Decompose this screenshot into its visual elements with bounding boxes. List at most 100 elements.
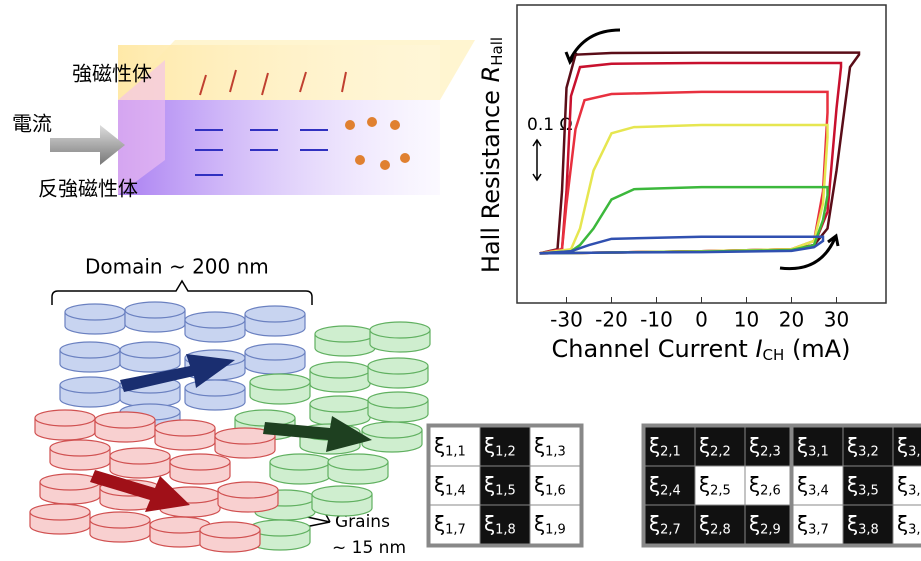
cell-subscript: 3,9 <box>908 522 921 537</box>
cell-symbol: ξ <box>484 433 495 457</box>
grain-top <box>315 326 375 342</box>
x-tick-label: 20 <box>779 308 804 332</box>
grain-top <box>250 374 310 390</box>
grain-top <box>310 362 370 378</box>
grain-top <box>370 322 430 338</box>
cell-subscript: 3,4 <box>808 483 829 498</box>
grain-top <box>155 420 215 436</box>
figure: 強磁性体 電流 反強磁性体 Domain ~ 200 nm Grains ~ 1… <box>0 0 921 561</box>
grain-top <box>310 396 370 412</box>
grain-top <box>245 306 305 322</box>
cell-subscript: 1,1 <box>445 444 466 459</box>
grain-top <box>50 440 110 456</box>
x-tick-label: 10 <box>734 308 759 332</box>
cell-symbol: ξ <box>534 472 545 496</box>
cell-symbol: ξ <box>797 472 808 496</box>
x-tick-label: 0 <box>695 308 708 332</box>
cell-subscript: 2,5 <box>710 483 731 498</box>
grain-top <box>185 312 245 328</box>
grain-top <box>125 302 185 318</box>
cell-symbol: ξ <box>484 511 495 535</box>
cell-subscript: 3,2 <box>858 444 879 459</box>
cell-symbol: ξ <box>847 511 858 535</box>
cell-subscript: 3,1 <box>808 444 829 459</box>
grains-illustration: Domain ~ 200 nm Grains ~ 15 nm <box>30 255 430 559</box>
cell-subscript: 3,5 <box>858 483 879 498</box>
grain-top <box>185 380 245 396</box>
cell-subscript: 3,7 <box>808 522 829 537</box>
cell-symbol: ξ <box>434 433 445 457</box>
cell-symbol: ξ <box>847 433 858 457</box>
cell-symbol: ξ <box>434 511 445 535</box>
grain-top <box>30 504 90 520</box>
label-current: 電流 <box>12 112 52 136</box>
label-domain: Domain ~ 200 nm <box>85 255 269 279</box>
grain-top <box>170 454 230 470</box>
y-axis-label: Hall Resistance RHall <box>477 37 506 273</box>
grain-top <box>368 392 428 408</box>
loop <box>540 53 860 254</box>
cell-subscript: 2,6 <box>760 483 781 498</box>
cell-subscript: 1,8 <box>495 522 516 537</box>
grain-top <box>60 377 120 393</box>
cell-symbol: ξ <box>749 472 760 496</box>
cell-symbol: ξ <box>699 511 710 535</box>
cell-symbol: ξ <box>534 433 545 457</box>
cell-subscript: 1,3 <box>545 444 566 459</box>
grain-top <box>328 454 388 470</box>
cell-subscript: 2,1 <box>660 444 681 459</box>
cell-subscript: 1,2 <box>495 444 516 459</box>
label-ferromagnet: 強磁性体 <box>72 62 152 86</box>
cell-symbol: ξ <box>649 472 660 496</box>
grain-top <box>35 410 95 426</box>
cell-symbol: ξ <box>897 433 908 457</box>
grain-top <box>362 422 422 438</box>
cell-symbol: ξ <box>534 511 545 535</box>
cell-symbol: ξ <box>434 472 445 496</box>
device: 強磁性体 電流 反強磁性体 <box>12 40 475 201</box>
cell-symbol: ξ <box>897 511 908 535</box>
grain-top <box>312 486 372 502</box>
cell-subscript: 3,3 <box>908 444 921 459</box>
cell-subscript: 1,7 <box>445 522 466 537</box>
grain-top <box>60 342 120 358</box>
cell-subscript: 2,3 <box>760 444 781 459</box>
cell-subscript: 1,9 <box>545 522 566 537</box>
cell-symbol: ξ <box>797 433 808 457</box>
grain-top <box>270 454 330 470</box>
grain-top <box>90 512 150 528</box>
grain-top <box>110 448 170 464</box>
grain-top <box>200 522 260 538</box>
cell-symbol: ξ <box>897 472 908 496</box>
x-tick-label: 30 <box>824 308 849 332</box>
cell-subscript: 1,5 <box>495 483 516 498</box>
grain-top <box>95 412 155 428</box>
cell-subscript: 2,2 <box>710 444 731 459</box>
cell-subscript: 2,4 <box>660 483 681 498</box>
cell-symbol: ξ <box>749 511 760 535</box>
grain-top <box>218 482 278 498</box>
cell-symbol: ξ <box>847 472 858 496</box>
cell-symbol: ξ <box>484 472 495 496</box>
grain-top <box>245 344 305 360</box>
cell-subscript: 3,8 <box>858 522 879 537</box>
cell-symbol: ξ <box>699 472 710 496</box>
grain-top <box>368 358 428 374</box>
cell-symbol: ξ <box>797 511 808 535</box>
grain-top <box>120 342 180 358</box>
hysteresis-chart: Hall Resistance RHall Channel Current IC… <box>477 5 886 364</box>
cell-subscript: 2,7 <box>660 522 681 537</box>
grain-top <box>65 304 125 320</box>
cell-subscript: 2,8 <box>710 522 731 537</box>
cell-symbol: ξ <box>699 433 710 457</box>
loop <box>540 125 828 253</box>
cell-subscript: 3,6 <box>908 483 921 498</box>
label-antiferromagnet: 反強磁性体 <box>38 177 138 201</box>
loop <box>540 92 828 253</box>
x-tick-label: -20 <box>595 308 628 332</box>
cell-subscript: 1,4 <box>445 483 466 498</box>
x-axis-label: Channel Current ICH (mA) <box>552 335 851 364</box>
label-grain-size: ~ 15 nm <box>332 538 406 558</box>
cell-symbol: ξ <box>649 433 660 457</box>
cell-symbol: ξ <box>649 511 660 535</box>
